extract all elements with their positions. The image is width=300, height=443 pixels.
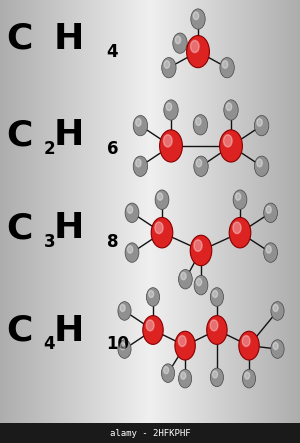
Circle shape — [194, 276, 208, 295]
Circle shape — [257, 159, 262, 167]
Circle shape — [190, 40, 199, 53]
Circle shape — [264, 203, 278, 222]
Circle shape — [193, 12, 199, 19]
Circle shape — [196, 118, 201, 125]
Circle shape — [210, 288, 224, 306]
Circle shape — [128, 246, 133, 253]
Circle shape — [224, 135, 232, 147]
Text: H: H — [54, 118, 84, 152]
Circle shape — [161, 364, 175, 382]
Circle shape — [191, 9, 205, 29]
Circle shape — [210, 368, 224, 387]
Circle shape — [212, 291, 217, 298]
Circle shape — [266, 246, 271, 253]
Circle shape — [210, 320, 218, 331]
Circle shape — [136, 119, 141, 126]
Circle shape — [271, 302, 284, 320]
Circle shape — [173, 33, 187, 53]
Circle shape — [266, 206, 271, 214]
Circle shape — [222, 61, 228, 68]
Circle shape — [164, 100, 178, 120]
Text: H: H — [54, 211, 84, 245]
Circle shape — [239, 331, 259, 360]
Circle shape — [136, 159, 141, 167]
Circle shape — [257, 119, 262, 126]
Circle shape — [164, 135, 172, 147]
Circle shape — [273, 342, 278, 350]
Circle shape — [125, 243, 139, 262]
Text: alamy - 2HFKPHF: alamy - 2HFKPHF — [110, 428, 190, 438]
Circle shape — [146, 288, 160, 306]
Text: C: C — [6, 118, 32, 152]
Circle shape — [226, 103, 232, 111]
Circle shape — [273, 304, 278, 311]
Circle shape — [187, 35, 209, 68]
Circle shape — [264, 243, 278, 262]
Circle shape — [194, 240, 202, 251]
Circle shape — [118, 302, 131, 320]
Text: 4: 4 — [106, 43, 118, 62]
Circle shape — [155, 222, 163, 233]
Circle shape — [196, 159, 202, 167]
Circle shape — [166, 103, 172, 111]
Circle shape — [175, 331, 195, 360]
Circle shape — [244, 372, 250, 379]
Text: 2: 2 — [44, 140, 55, 158]
Circle shape — [254, 156, 269, 176]
Circle shape — [271, 340, 284, 358]
Text: H: H — [54, 314, 84, 348]
Circle shape — [196, 278, 202, 286]
Circle shape — [164, 367, 169, 374]
Circle shape — [148, 291, 154, 298]
Text: C: C — [6, 314, 32, 348]
Circle shape — [160, 130, 182, 162]
Circle shape — [242, 369, 256, 388]
Circle shape — [128, 206, 133, 214]
Circle shape — [151, 218, 173, 248]
Text: 3: 3 — [44, 233, 55, 251]
Circle shape — [162, 58, 176, 78]
Circle shape — [143, 315, 163, 344]
Circle shape — [207, 315, 227, 344]
Text: C: C — [6, 211, 32, 245]
Circle shape — [133, 116, 148, 136]
Circle shape — [220, 130, 242, 162]
Circle shape — [146, 320, 154, 331]
Circle shape — [220, 58, 234, 78]
Circle shape — [190, 235, 212, 266]
Circle shape — [178, 369, 192, 388]
Circle shape — [224, 100, 238, 120]
Circle shape — [120, 342, 125, 350]
Circle shape — [181, 272, 186, 280]
Text: 8: 8 — [106, 233, 118, 251]
Circle shape — [158, 193, 163, 200]
Circle shape — [118, 340, 131, 358]
Text: 10: 10 — [106, 335, 130, 354]
Circle shape — [125, 203, 139, 222]
Text: 4: 4 — [44, 335, 55, 354]
Circle shape — [236, 193, 241, 200]
Text: 6: 6 — [106, 140, 118, 158]
Circle shape — [164, 61, 170, 68]
Circle shape — [178, 336, 186, 346]
Circle shape — [193, 115, 208, 135]
Circle shape — [120, 304, 125, 311]
Circle shape — [194, 156, 208, 176]
Circle shape — [212, 371, 217, 378]
Circle shape — [155, 190, 169, 210]
Circle shape — [175, 36, 181, 44]
Circle shape — [178, 269, 192, 289]
Circle shape — [133, 156, 148, 176]
Circle shape — [254, 116, 269, 136]
Circle shape — [233, 190, 247, 210]
Circle shape — [229, 218, 251, 248]
Circle shape — [181, 372, 186, 379]
Circle shape — [233, 222, 241, 233]
Circle shape — [242, 336, 250, 346]
Text: H: H — [54, 22, 84, 56]
Text: C: C — [6, 22, 32, 56]
